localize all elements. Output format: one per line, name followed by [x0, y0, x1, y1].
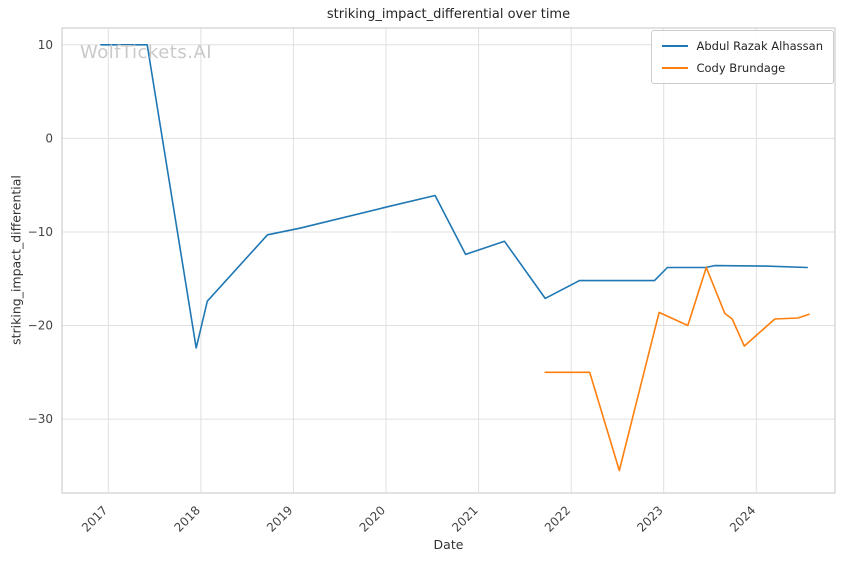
svg-text:2024: 2024: [727, 503, 758, 534]
svg-text:0: 0: [45, 131, 53, 145]
svg-text:−10: −10: [28, 225, 53, 239]
legend-line-sample-orange: [662, 67, 689, 69]
y-axis-label: striking_impact_differential: [8, 175, 24, 345]
svg-text:2017: 2017: [79, 503, 110, 534]
watermark: WolfTickets.AI: [80, 42, 213, 63]
legend-entry-abdul-razak-alhassan: Abdul Razak Alhassan: [662, 39, 823, 53]
svg-text:2022: 2022: [542, 503, 573, 534]
svg-text:10: 10: [38, 38, 53, 52]
svg-text:2020: 2020: [357, 503, 388, 534]
svg-text:−20: −20: [28, 319, 53, 333]
x-axis-label: Date: [433, 537, 464, 552]
svg-text:2018: 2018: [172, 503, 203, 534]
svg-text:2019: 2019: [264, 503, 295, 534]
legend-line-sample-blue: [662, 45, 689, 47]
chart-title: striking_impact_differential over time: [326, 7, 571, 22]
legend-label: Cody Brundage: [696, 61, 786, 75]
svg-text:−30: −30: [28, 412, 53, 426]
legend-label: Abdul Razak Alhassan: [696, 39, 823, 53]
svg-text:2023: 2023: [634, 503, 665, 534]
legend: Abdul Razak Alhassan Cody Brundage: [651, 30, 834, 84]
legend-entry-cody-brundage: Cody Brundage: [662, 61, 823, 75]
svg-text:2021: 2021: [449, 503, 480, 534]
